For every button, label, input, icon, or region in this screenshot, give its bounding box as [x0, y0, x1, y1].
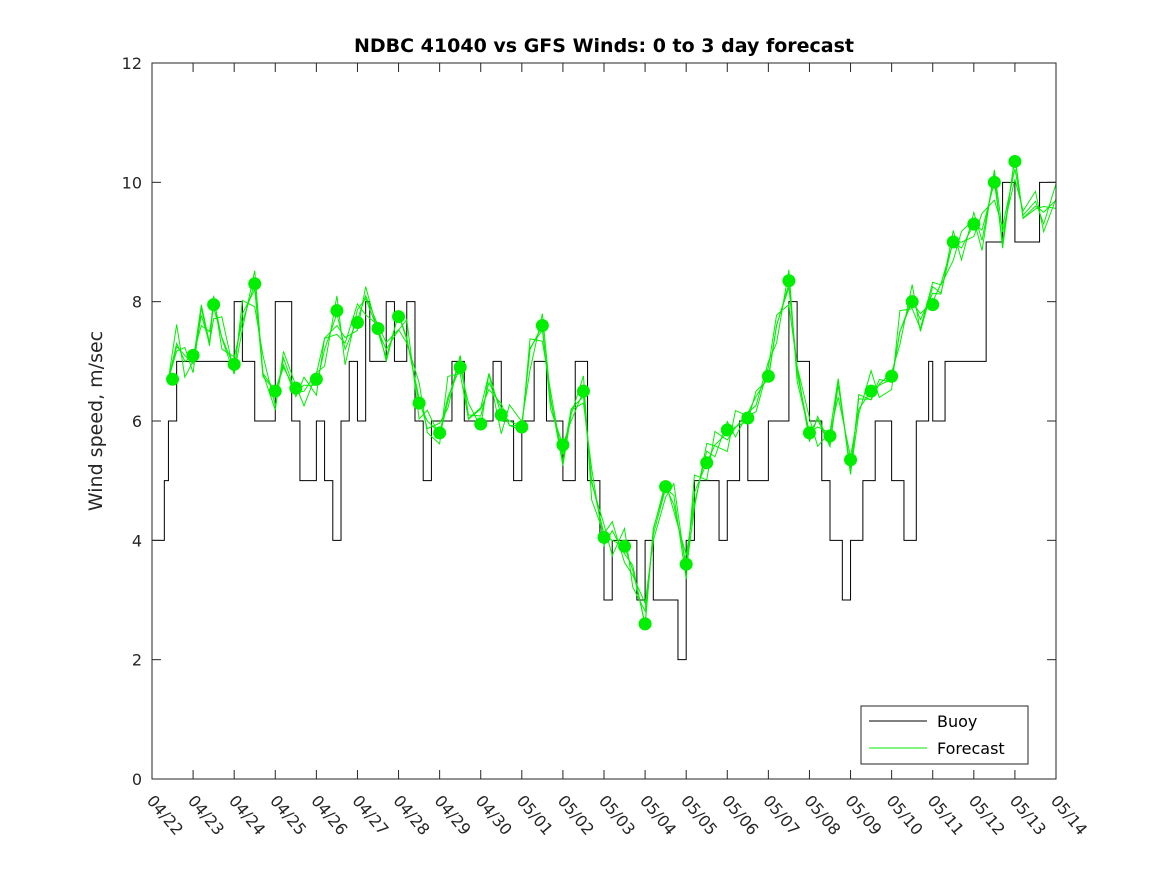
forecast-point [515, 420, 529, 434]
forecast-point [823, 429, 837, 443]
forecast-point [535, 319, 549, 333]
x-tick-label: 05/02 [554, 791, 598, 839]
forecast-point [166, 372, 180, 386]
forecast-point [700, 456, 714, 470]
forecast-point [659, 480, 673, 494]
y-tick-label: 8 [132, 293, 142, 312]
forecast-point [248, 277, 262, 291]
forecast-point [371, 322, 385, 336]
forecast-point [556, 438, 570, 452]
x-tick-label: 05/11 [924, 791, 968, 839]
forecast-point [330, 304, 344, 318]
buoy-series-line [152, 181, 1056, 661]
forecast-point [597, 530, 611, 544]
chart-title: NDBC 41040 vs GFS Winds: 0 to 3 day fore… [354, 35, 854, 57]
x-tick-label: 05/05 [677, 791, 721, 839]
forecast-point [782, 274, 796, 288]
forecast-point [618, 539, 632, 553]
forecast-point [576, 384, 590, 398]
x-tick-label: 05/10 [883, 791, 927, 839]
forecast-point [885, 369, 899, 383]
y-axis-label: Wind speed, m/sec [85, 331, 107, 511]
forecast-point [761, 369, 775, 383]
y-tick-label: 0 [132, 770, 142, 789]
forecast-point [802, 426, 816, 440]
x-tick-label: 04/29 [431, 791, 475, 839]
x-tick-label: 05/14 [1047, 791, 1091, 839]
y-tick-label: 6 [132, 412, 142, 431]
forecast-point [227, 357, 241, 371]
forecast-point [905, 295, 919, 309]
forecast-point [741, 411, 755, 425]
legend-label-forecast: Forecast [937, 739, 1005, 758]
x-tick-label: 04/24 [225, 791, 269, 839]
x-tick-label: 05/12 [965, 791, 1009, 839]
plot-area [152, 154, 1057, 661]
forecast-point [433, 426, 447, 440]
x-tick-label: 04/23 [184, 791, 228, 839]
forecast-point [638, 617, 652, 631]
legend: Buoy Forecast [860, 705, 1029, 765]
forecast-point [946, 235, 960, 249]
forecast-point [186, 348, 200, 362]
x-tick-label: 05/06 [718, 791, 762, 839]
forecast-point [350, 316, 364, 330]
x-tick-label: 05/04 [636, 791, 680, 839]
y-tick-label: 4 [132, 531, 142, 550]
y-tick-label: 10 [122, 173, 142, 192]
x-tick-label: 05/07 [759, 791, 803, 839]
legend-label-buoy: Buoy [937, 712, 977, 731]
x-tick-label: 04/27 [348, 791, 392, 839]
forecast-point [967, 217, 981, 231]
x-tick-label: 05/09 [841, 791, 885, 839]
x-tick-label: 05/03 [595, 791, 639, 839]
forecast-series-line-3 [167, 168, 1057, 613]
forecast-point [679, 557, 693, 571]
x-tick-label: 04/28 [389, 791, 433, 839]
x-tick-label: 05/13 [1006, 791, 1050, 839]
forecast-point [412, 396, 426, 410]
forecast-point [207, 298, 221, 312]
y-tick-label: 2 [132, 651, 142, 670]
x-tick-label: 04/25 [266, 791, 310, 839]
x-tick-label: 05/01 [513, 791, 557, 839]
x-tick-label: 04/30 [472, 791, 516, 839]
forecast-point [453, 360, 467, 374]
forecast-point [392, 310, 406, 324]
forecast-point [864, 384, 878, 398]
forecast-point [720, 423, 734, 437]
forecast-point [1008, 154, 1022, 168]
x-tick-label: 05/08 [800, 791, 844, 839]
forecast-point [987, 175, 1001, 189]
forecast-point [926, 298, 940, 312]
forecast-point [474, 417, 488, 431]
forecast-point [844, 453, 858, 467]
forecast-point [289, 381, 303, 395]
forecast-point [494, 408, 508, 422]
x-tick-label: 04/22 [143, 791, 187, 839]
forecast-series-line-4 [167, 155, 1057, 626]
forecast-point [268, 384, 282, 398]
x-tick-label: 04/26 [307, 791, 351, 839]
forecast-point [309, 372, 323, 386]
y-tick-label: 12 [122, 54, 142, 73]
legend-box [860, 705, 1029, 765]
